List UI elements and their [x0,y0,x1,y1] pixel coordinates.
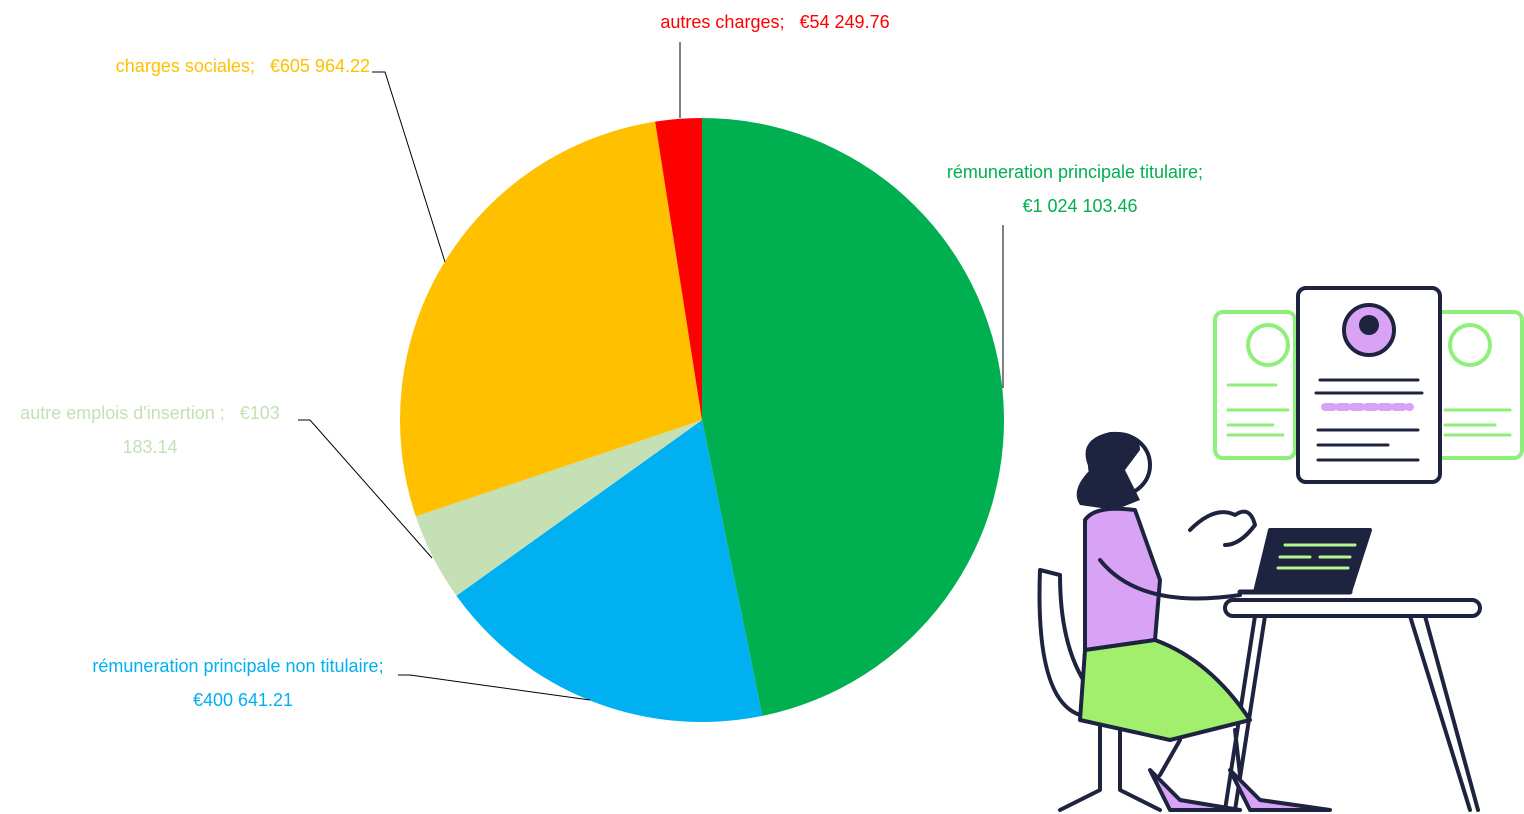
value-label: €103 183.14 [122,403,285,457]
illustration [1037,286,1524,812]
slice-label: rémuneration principale non titulaire; €… [68,649,408,717]
category-label: autre emplois d'insertion ; [20,403,225,423]
slice-label: autre emplois d'insertion ; €103 183.14 [0,396,300,464]
pie [400,118,1004,722]
leader-line [372,71,446,263]
value-label: €54 249.76 [799,12,890,32]
value-label: €1 024 103.46 [1022,196,1138,216]
slice-label: charges sociales; €605 964.22 [30,49,370,83]
category-label: rémuneration principale non titulaire; [92,656,384,676]
pie-slice [456,420,763,722]
category-label: charges sociales; [115,56,255,76]
leader-lines [298,42,1004,701]
pie-slice [655,118,702,420]
value-label: €605 964.22 [269,56,370,76]
category-label: autres charges; [660,12,785,32]
pie-slice [415,420,702,596]
category-label: rémuneration principale titulaire; [946,162,1204,182]
pie-slice [400,121,702,517]
slice-label: rémuneration principale titulaire; €1 02… [935,155,1215,223]
leader-line [298,419,433,559]
value-label: €400 641.21 [192,690,294,710]
pie-slice [702,118,1004,716]
slice-label: autres charges; €54 249.76 [580,5,970,39]
leader-line [398,674,591,701]
